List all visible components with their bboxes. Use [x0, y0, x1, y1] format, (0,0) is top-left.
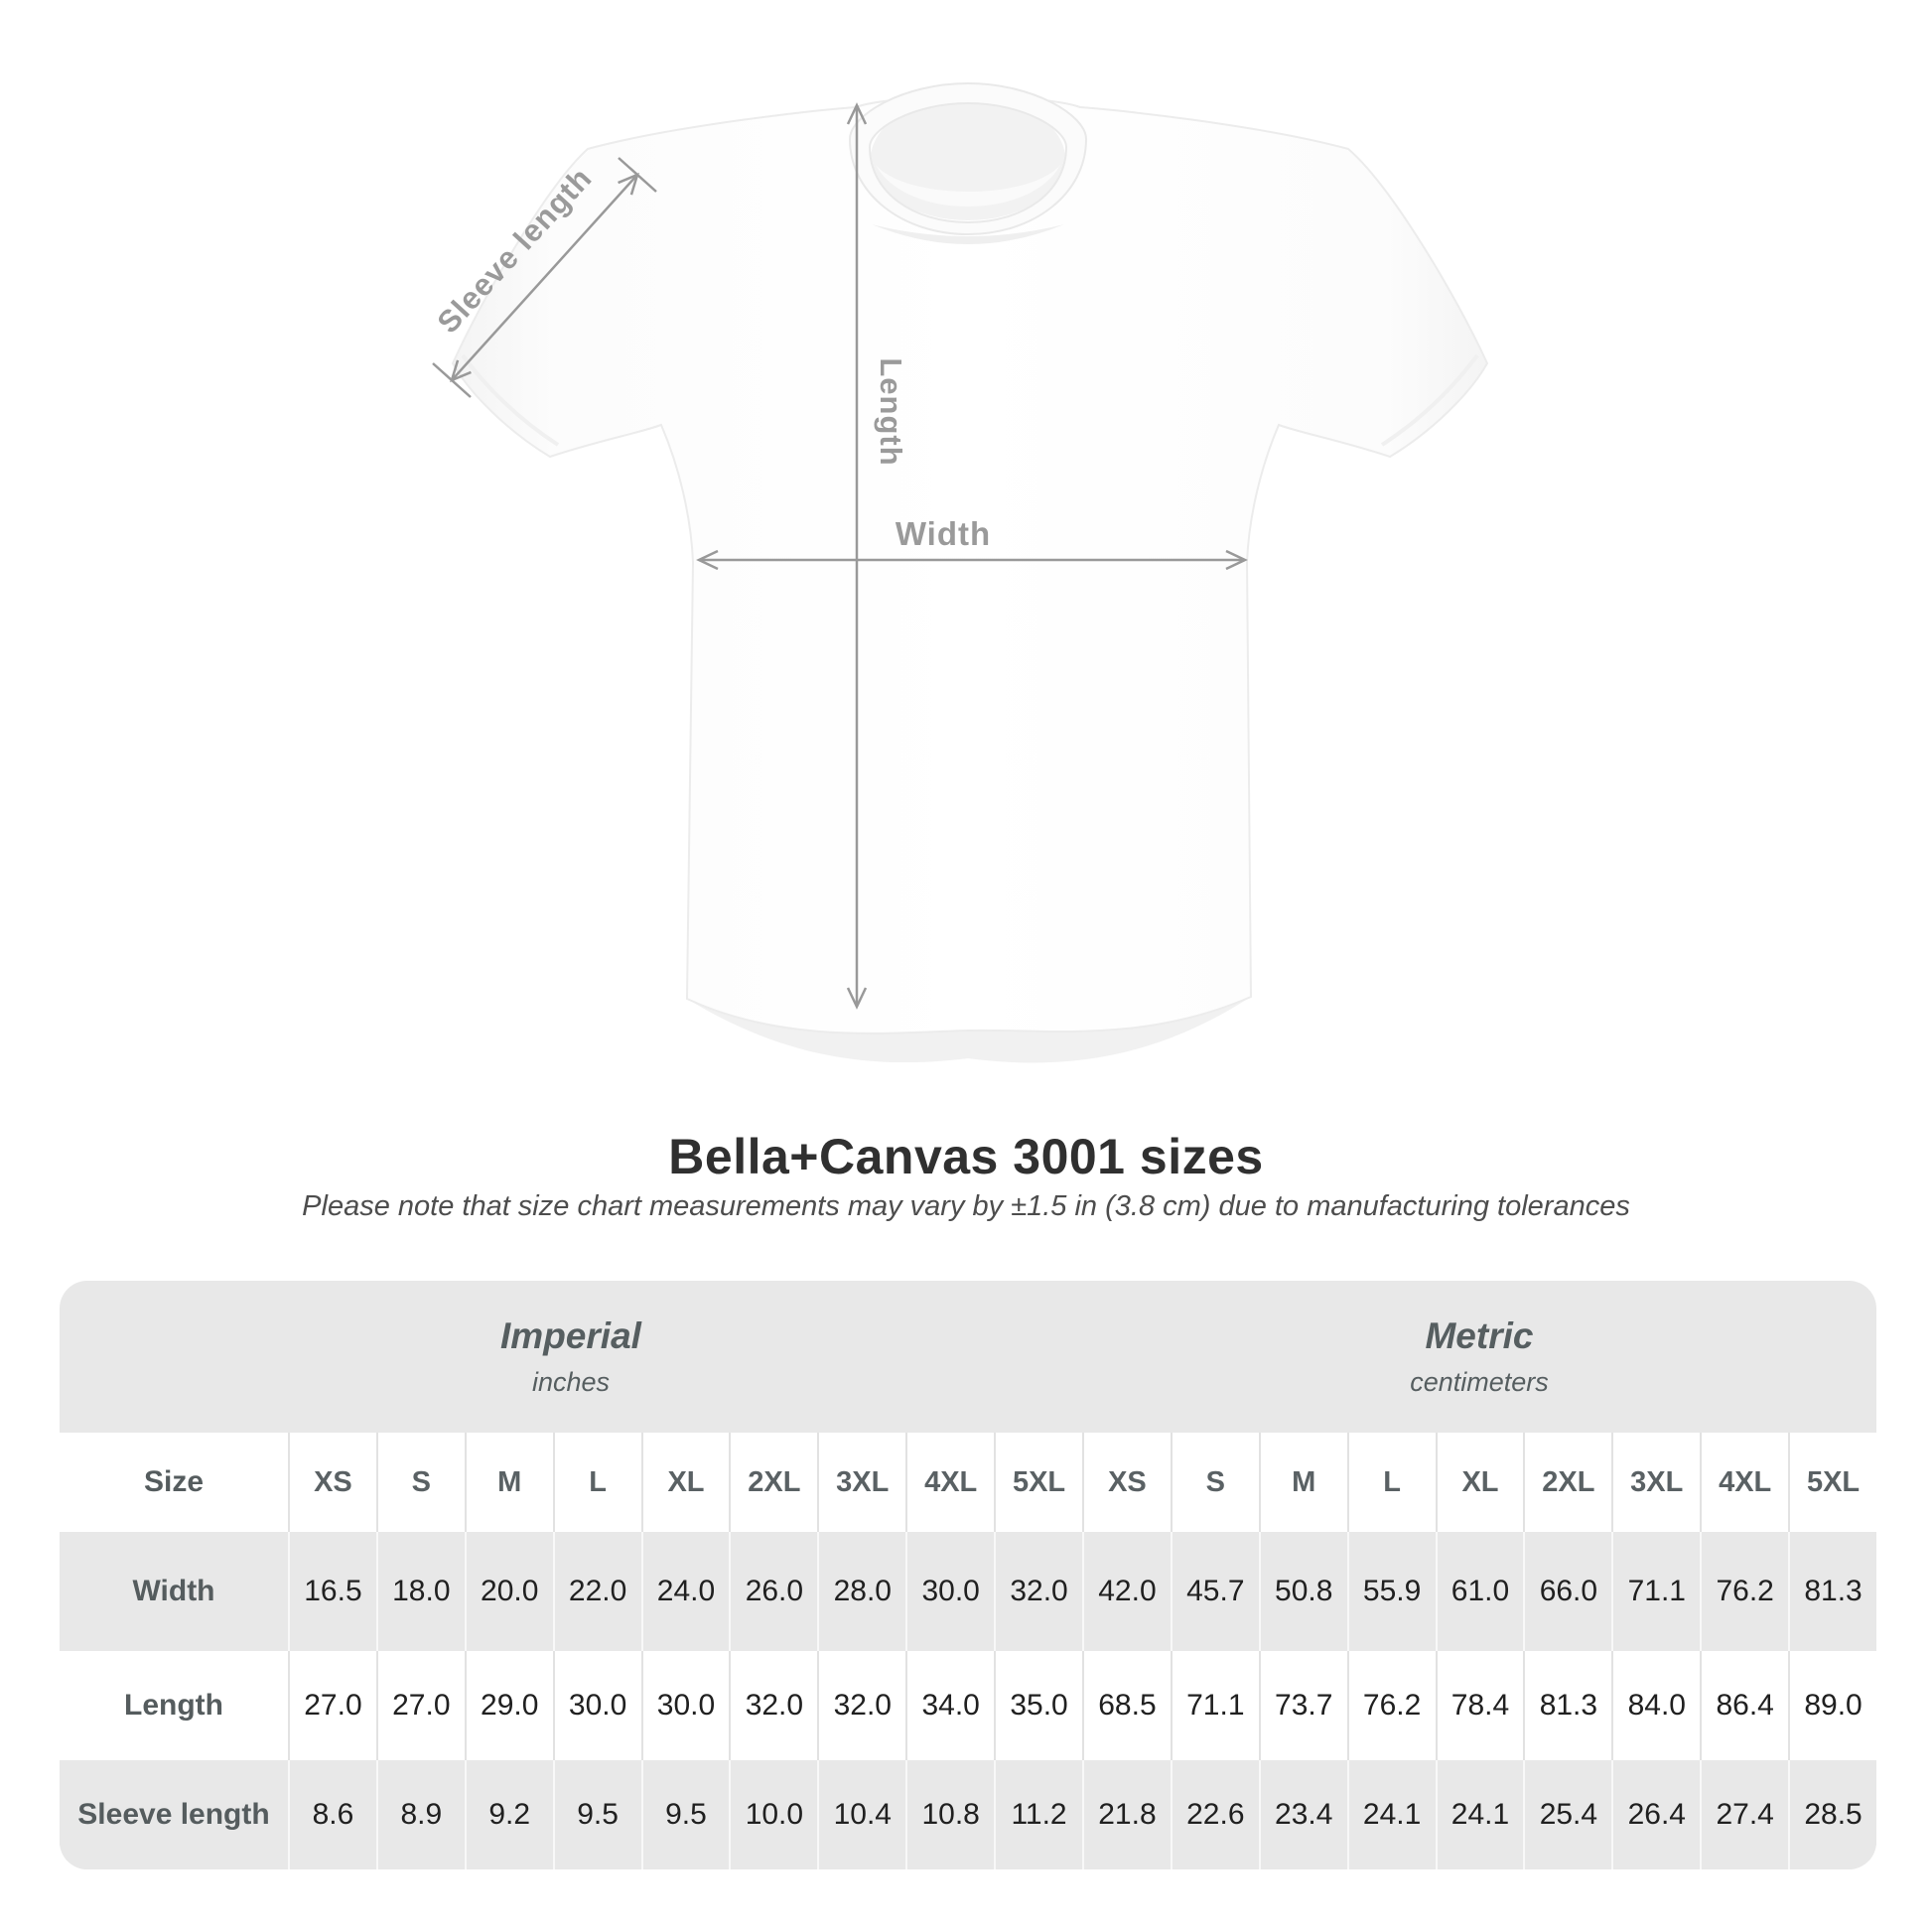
table-cell: 10.4 — [817, 1760, 906, 1869]
table-cell: 28.5 — [1788, 1760, 1876, 1869]
row-label-length: Length — [60, 1651, 288, 1760]
table-cell: 22.6 — [1170, 1760, 1259, 1869]
size-column-header: Size — [60, 1433, 288, 1532]
table-cell: 22.0 — [552, 1532, 641, 1651]
metric-group-unit: centimeters — [1410, 1367, 1549, 1397]
tshirt-neck-inner — [876, 165, 1060, 207]
size-header-cell: XL — [640, 1433, 730, 1532]
size-header-cell: XS — [1081, 1433, 1171, 1532]
table-cell: 24.0 — [640, 1532, 730, 1651]
table-cell: 68.5 — [1081, 1651, 1171, 1760]
imperial-group-header: Imperial inches — [60, 1281, 1082, 1433]
table-cell: 27.0 — [288, 1651, 376, 1760]
table-cell: 27.0 — [375, 1651, 465, 1760]
table-cell: 25.4 — [1523, 1760, 1612, 1869]
table-cell: 18.0 — [375, 1532, 465, 1651]
size-header-cell: L — [1346, 1433, 1436, 1532]
size-header-cell: 2XL — [729, 1433, 818, 1532]
table-cell: 20.0 — [464, 1532, 553, 1651]
table-cell: 26.4 — [1611, 1760, 1701, 1869]
row-label-width: Width — [60, 1532, 288, 1651]
imperial-group-title: Imperial — [500, 1315, 641, 1356]
tshirt-diagram: Width Length Sleeve length — [430, 81, 1489, 1063]
metric-group-header: Metric centimeters — [1082, 1281, 1876, 1433]
table-cell: 89.0 — [1788, 1651, 1876, 1760]
sleeve-length-arrow — [432, 157, 657, 398]
table-cell: 73.7 — [1258, 1651, 1347, 1760]
table-cell: 30.0 — [552, 1651, 641, 1760]
size-header-cell: S — [375, 1433, 465, 1532]
table-cell: 28.0 — [817, 1532, 906, 1651]
size-table: Imperial inches Metric centimeters Size … — [60, 1281, 1876, 1869]
sleeve-arrow-tick-top — [618, 157, 657, 193]
table-cell: 76.2 — [1346, 1651, 1436, 1760]
table-cell: 29.0 — [464, 1651, 553, 1760]
imperial-group-unit: inches — [531, 1367, 611, 1397]
table-cell: 9.2 — [464, 1760, 553, 1869]
table-cell: 32.0 — [994, 1532, 1082, 1651]
tshirt-back-hem — [687, 997, 1251, 1063]
table-cell: 86.4 — [1700, 1651, 1789, 1760]
table-cell: 30.0 — [640, 1651, 730, 1760]
size-header-cell: XL — [1435, 1433, 1524, 1532]
table-cell: 71.1 — [1611, 1532, 1701, 1651]
table-cell: 27.4 — [1700, 1760, 1789, 1869]
table-cell: 11.2 — [994, 1760, 1082, 1869]
table-cell: 42.0 — [1081, 1532, 1171, 1651]
table-cell: 9.5 — [552, 1760, 641, 1869]
size-header-cell: S — [1170, 1433, 1259, 1532]
table-cell: 32.0 — [729, 1651, 818, 1760]
size-header-cell: 4XL — [905, 1433, 995, 1532]
table-cell: 21.8 — [1081, 1760, 1171, 1869]
size-header-cell: M — [1258, 1433, 1347, 1532]
table-cell: 61.0 — [1435, 1532, 1524, 1651]
under-collar-shadow — [872, 224, 1064, 244]
size-header-cell: 5XL — [994, 1433, 1082, 1532]
table-cell: 8.6 — [288, 1760, 376, 1869]
length-label: Length — [874, 357, 908, 466]
table-cell: 76.2 — [1700, 1532, 1789, 1651]
table-cell: 35.0 — [994, 1651, 1082, 1760]
table-cell: 45.7 — [1170, 1532, 1259, 1651]
table-cell: 26.0 — [729, 1532, 818, 1651]
table-cell: 32.0 — [817, 1651, 906, 1760]
table-cell: 24.1 — [1346, 1760, 1436, 1869]
table-cell: 34.0 — [905, 1651, 995, 1760]
metric-group-title: Metric — [1425, 1315, 1534, 1356]
sleeve-hem-crease-right — [1380, 353, 1479, 447]
size-header-cell: M — [464, 1433, 553, 1532]
size-header-cell: 3XL — [817, 1433, 906, 1532]
table-cell: 30.0 — [905, 1532, 995, 1651]
size-header-cell: 2XL — [1523, 1433, 1612, 1532]
row-label-sleeve-length: Sleeve length — [60, 1760, 288, 1869]
table-cell: 71.1 — [1170, 1651, 1259, 1760]
table-cell: 24.1 — [1435, 1760, 1524, 1869]
table-cell: 50.8 — [1258, 1532, 1347, 1651]
size-header-cell: 4XL — [1700, 1433, 1789, 1532]
size-header-cell: 3XL — [1611, 1433, 1701, 1532]
page-subtitle: Please note that size chart measurements… — [302, 1190, 1630, 1222]
table-cell: 66.0 — [1523, 1532, 1612, 1651]
table-cell: 84.0 — [1611, 1651, 1701, 1760]
table-cell: 81.3 — [1523, 1651, 1612, 1760]
table-cell: 23.4 — [1258, 1760, 1347, 1869]
table-cell: 16.5 — [288, 1532, 376, 1651]
table-cell: 10.8 — [905, 1760, 995, 1869]
page-title: Bella+Canvas 3001 sizes — [668, 1129, 1264, 1184]
table-cell: 10.0 — [729, 1760, 818, 1869]
table-cell: 55.9 — [1346, 1532, 1436, 1651]
size-header-cell: 5XL — [1788, 1433, 1876, 1532]
table-cell: 9.5 — [640, 1760, 730, 1869]
table-cell: 78.4 — [1435, 1651, 1524, 1760]
table-cell: 8.9 — [375, 1760, 465, 1869]
table-cell: 81.3 — [1788, 1532, 1876, 1651]
size-header-cell: XS — [288, 1433, 376, 1532]
sleeve-arrow-tick-bottom — [432, 362, 472, 398]
width-label: Width — [896, 515, 991, 552]
size-header-cell: L — [552, 1433, 641, 1532]
